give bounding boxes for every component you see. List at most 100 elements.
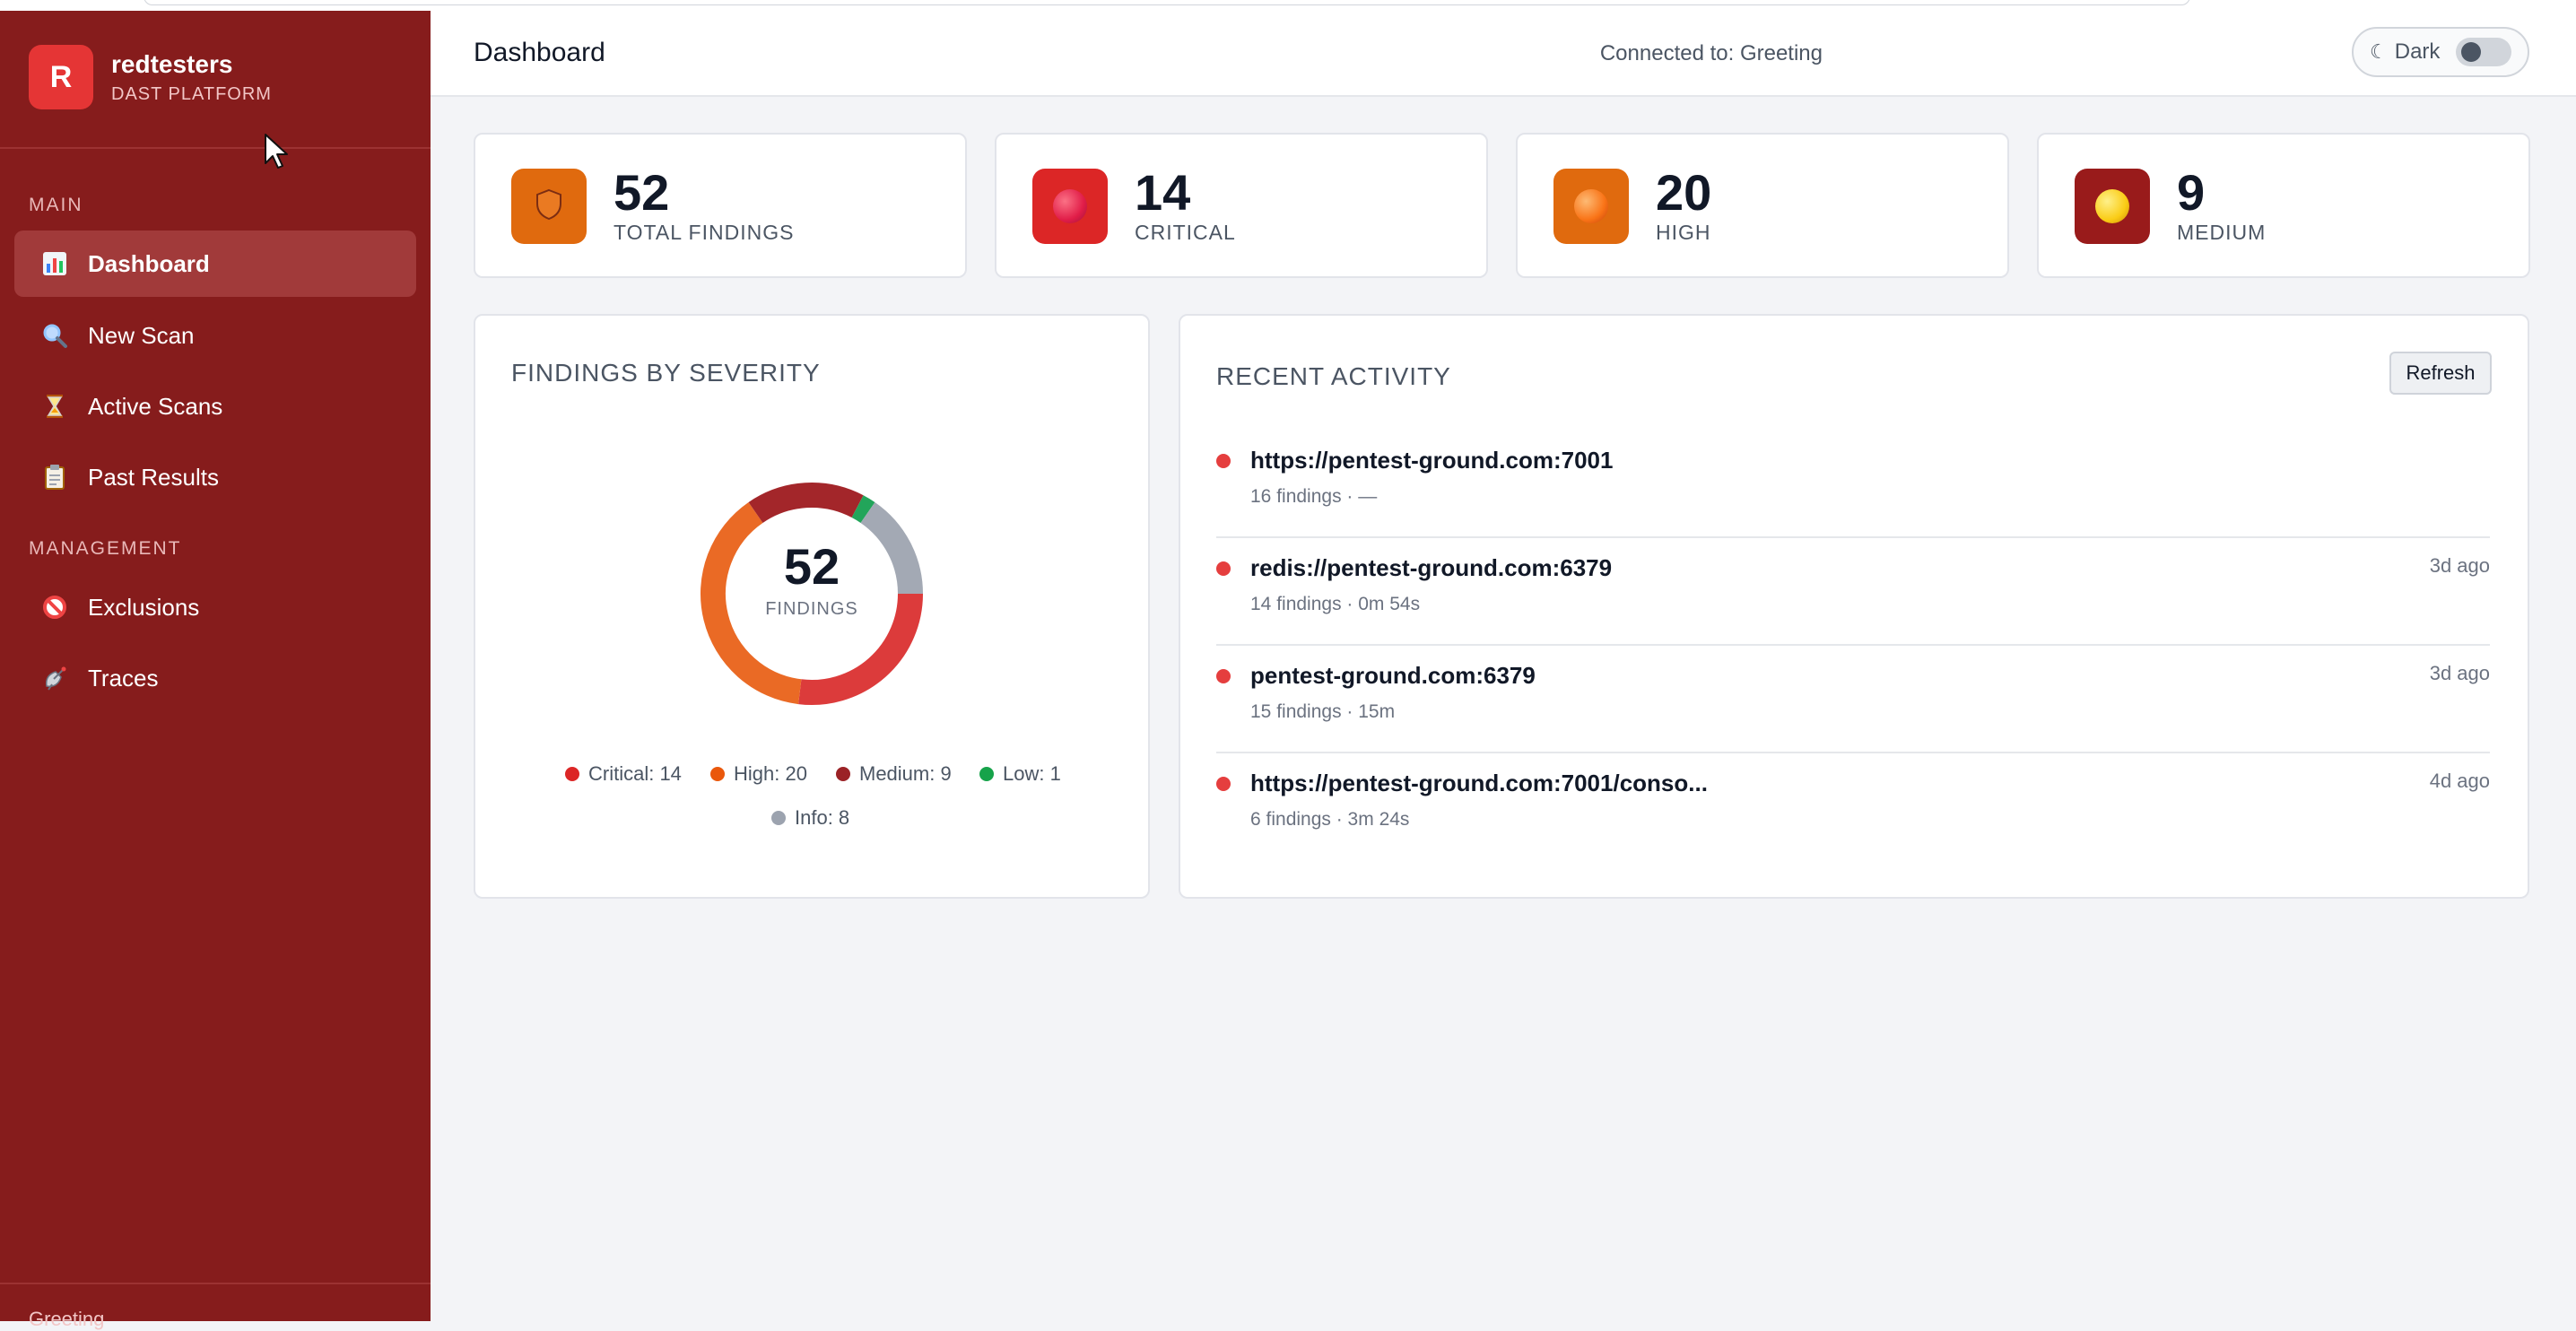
bar-chart-icon (39, 248, 70, 279)
sidebar-item-exclusions[interactable]: Exclusions (14, 574, 416, 640)
sidebar-section-management: MANAGEMENT (29, 538, 182, 559)
satellite-icon (39, 663, 70, 693)
divider (1216, 644, 2490, 646)
status-dot (1216, 561, 1231, 576)
stat-badge (511, 169, 587, 244)
stat-label: MEDIUM (2177, 221, 2267, 244)
sidebar-item-label: Traces (88, 664, 159, 692)
stat-value: 14 (1135, 164, 1191, 221)
activity-time: 3d ago (2429, 662, 2490, 684)
sidebar-footer-connection: Greeting (29, 1308, 105, 1330)
legend-swatch (979, 767, 994, 781)
divider (1216, 536, 2490, 538)
sidebar-item-past-results[interactable]: Past Results (14, 444, 416, 510)
legend-item-high: High: 20 (710, 762, 807, 786)
legend-swatch (565, 767, 579, 781)
brand-name: redtesters (111, 49, 233, 78)
legend-swatch (836, 767, 850, 781)
toggle-switch[interactable] (2456, 38, 2511, 66)
address-bar-edge[interactable] (144, 0, 2190, 5)
activity-item[interactable]: https://pentest-ground.com:7001 16 findi… (1216, 432, 2490, 538)
stat-label: TOTAL FINDINGS (614, 221, 795, 244)
status-dot (1216, 669, 1231, 683)
brand-logo: R (29, 45, 93, 109)
stat-badge (2075, 169, 2150, 244)
legend-item-info: Info: 8 (771, 806, 849, 830)
sidebar-section-main: MAIN (29, 195, 83, 215)
status-dot (1216, 454, 1231, 468)
donut-slice-critical[interactable] (798, 593, 923, 705)
stat-card-high: 20 HIGH (1516, 133, 2009, 278)
stat-badge (1553, 169, 1629, 244)
donut-slice-medium[interactable] (748, 483, 864, 524)
connection-status: Connected to: Greeting (1599, 41, 1823, 65)
sidebar-footer-divider (0, 1283, 431, 1284)
stat-card-medium: 9 MEDIUM (2037, 133, 2530, 278)
activity-item[interactable]: pentest-ground.com:6379 15 findings · 15… (1216, 648, 2490, 753)
activity-target: pentest-ground.com:6379 (1250, 662, 1536, 689)
legend-label: Critical: 14 (588, 762, 682, 785)
activity-meta: 6 findings · 3m 24s (1250, 809, 1410, 830)
sidebar-item-label: Dashboard (88, 249, 210, 277)
status-dot (1216, 777, 1231, 791)
page-title: Dashboard (474, 38, 605, 67)
legend-swatch (710, 767, 725, 781)
stat-card-critical: 14 CRITICAL (995, 133, 1488, 278)
sidebar-divider (0, 147, 431, 149)
dark-mode-toggle[interactable]: ☾ Dark (2352, 27, 2529, 77)
mouse-cursor (264, 133, 289, 175)
stat-card-total-findings: 52 TOTAL FINDINGS (474, 133, 967, 278)
brand-subtitle: DAST PLATFORM (111, 83, 272, 104)
donut-center: 52 FINDINGS (695, 540, 928, 620)
severity-panel-title: FINDINGS BY SEVERITY (511, 359, 821, 387)
sidebar-item-traces[interactable]: Traces (14, 645, 416, 711)
stat-label: HIGH (1656, 221, 1711, 244)
stat-badge (1032, 169, 1108, 244)
legend-item-critical: Critical: 14 (565, 762, 682, 786)
stat-value: 52 (614, 164, 670, 221)
legend-swatch (771, 811, 786, 825)
clipboard-icon (39, 462, 70, 492)
legend-label: High: 20 (734, 762, 807, 785)
browser-top-strip (0, 0, 2576, 11)
red-circle-icon (1053, 189, 1087, 223)
sidebar-item-active-scans[interactable]: Active Scans (14, 373, 416, 439)
activity-time: 3d ago (2429, 554, 2490, 577)
yellow-circle-icon (2095, 189, 2129, 223)
hourglass-icon (39, 391, 70, 422)
dark-mode-label: Dark (2394, 39, 2441, 64)
donut-center-label: FINDINGS (765, 599, 858, 619)
sidebar: R redtesters DAST PLATFORM MAIN Dashboar… (0, 11, 431, 1330)
top-header: Dashboard Connected to: Greeting ☾ Dark (431, 11, 2576, 97)
activity-item[interactable]: https://pentest-ground.com:7001/conso...… (1216, 755, 2490, 861)
activity-meta: 14 findings · 0m 54s (1250, 594, 1421, 614)
donut-slice-high[interactable] (701, 501, 802, 705)
severity-donut-chart (701, 483, 923, 705)
brand[interactable]: R redtesters DAST PLATFORM (29, 45, 272, 109)
sidebar-item-label: Past Results (88, 463, 219, 491)
divider (1216, 752, 2490, 753)
activity-meta: 16 findings · — (1250, 486, 1378, 507)
toggle-knob (2461, 42, 2481, 62)
stat-value: 20 (1656, 164, 1712, 221)
shield-icon (534, 187, 564, 226)
donut-center-value: 52 (783, 538, 840, 595)
moon-icon: ☾ (2370, 40, 2388, 63)
sidebar-item-new-scan[interactable]: New Scan (14, 302, 416, 369)
legend-label: Medium: 9 (859, 762, 952, 785)
refresh-button[interactable]: Refresh (2389, 352, 2492, 395)
sidebar-item-dashboard[interactable]: Dashboard (14, 231, 416, 297)
sidebar-item-label: Exclusions (88, 593, 200, 621)
donut-slice-low[interactable] (851, 495, 875, 524)
sidebar-item-label: Active Scans (88, 392, 223, 420)
legend-item-low: Low: 1 (979, 762, 1061, 786)
legend-label: Info: 8 (795, 806, 850, 829)
legend-label: Low: 1 (1003, 762, 1061, 785)
recent-activity-title: RECENT ACTIVITY (1216, 362, 1451, 390)
activity-target: https://pentest-ground.com:7001/conso... (1250, 770, 1708, 796)
activity-target: redis://pentest-ground.com:6379 (1250, 554, 1613, 581)
activity-item[interactable]: redis://pentest-ground.com:6379 14 findi… (1216, 540, 2490, 646)
donut-slice-info[interactable] (860, 501, 923, 595)
sidebar-item-label: New Scan (88, 321, 195, 349)
prohibited-icon (39, 592, 70, 622)
